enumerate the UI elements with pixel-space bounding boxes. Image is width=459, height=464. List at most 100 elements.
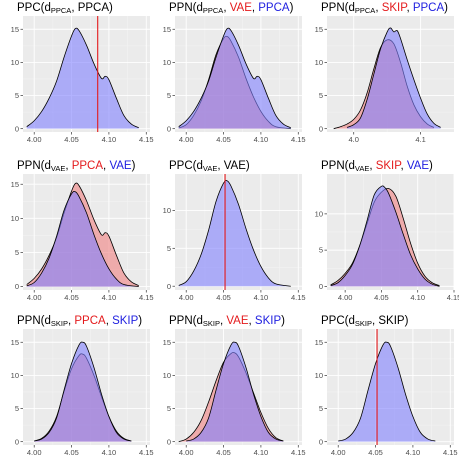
title-part: ,	[67, 315, 75, 327]
y-tick-label: 10	[11, 214, 19, 223]
density-plot: 4.00 4.05 4.10 4.15 0 5 10 15	[315, 329, 458, 457]
title-part: VAE	[226, 315, 249, 327]
x-tick-label: 4.15	[291, 293, 306, 302]
blue-density-outline	[186, 341, 284, 442]
blue-density-outline	[178, 27, 291, 129]
title-subscript: VAE	[50, 164, 66, 173]
title-part: , SKIP)	[371, 315, 409, 327]
title-part: PPCA	[71, 160, 104, 172]
y-tick-label: 5	[167, 91, 171, 100]
density-plot: 4.00 4.05 4.10 4.15 0 5 10	[315, 174, 459, 302]
red-density-outline	[26, 182, 139, 286]
blue-density-area	[330, 185, 440, 287]
y-tick-label: 5	[15, 248, 19, 257]
x-tick-label: 4.00	[179, 135, 194, 144]
title-part: SKIP	[254, 315, 282, 327]
y-tick-label: 0	[319, 124, 323, 133]
title-part: ,	[105, 315, 113, 327]
title-part: PPN(d	[17, 315, 51, 327]
blue-density-area	[178, 180, 291, 287]
blue-density-area	[338, 342, 436, 442]
density-plot: 4.00 4.05 4.10 4.15 0 5 10 15	[11, 16, 154, 144]
y-tick-label: 0	[167, 437, 171, 446]
title-part: PPCA	[258, 2, 290, 14]
title-part: PPN(d	[321, 160, 355, 172]
x-tick-label: 4.05	[64, 293, 79, 302]
title-subscript: VAE	[202, 164, 218, 173]
density-panel: PPC(dVAE, VAE) 4.00 4.05 4.10 4.15 0 5 10	[156, 158, 306, 308]
x-tick-label: 4.1	[415, 135, 425, 144]
x-tick-label: 4.15	[139, 135, 154, 144]
title-part: SKIP	[381, 2, 407, 14]
panel-title: PPN(dVAE, SKIP, VAE)	[321, 160, 433, 173]
y-tick-label: 5	[319, 246, 323, 255]
title-subscript: SKIP	[354, 319, 372, 328]
panel-title: PPN(dSKIP, VAE, SKIP)	[169, 315, 285, 328]
blue-density-outline	[338, 341, 436, 442]
density-plot: 4.00 4.05 4.10 4.15 0 5 10	[163, 174, 306, 302]
y-tick-label: 15	[163, 338, 171, 347]
panel-title: PPN(dVAE, PPCA, VAE)	[17, 160, 135, 173]
title-part: )	[138, 315, 143, 327]
y-tick-label: 5	[15, 91, 19, 100]
blue-density-outline	[346, 27, 441, 128]
x-tick-label: 4.00	[179, 448, 194, 457]
title-part: PPN(d	[169, 315, 203, 327]
title-part: ,	[406, 2, 413, 14]
x-tick-label: 4.05	[374, 293, 389, 302]
title-part: VAE	[406, 160, 430, 172]
title-part: VAE	[229, 2, 252, 14]
y-tick-label: 15	[315, 338, 323, 347]
title-part: )	[289, 2, 294, 14]
x-tick-label: 4.00	[27, 448, 42, 457]
y-tick-label: 0	[15, 282, 19, 291]
x-tick-label: 4.0	[349, 135, 359, 144]
x-tick-label: 4.05	[64, 448, 79, 457]
panel-title: PPN(dPPCA, SKIP, PPCA)	[321, 2, 448, 15]
density-plot: 4.00 4.05 4.10 4.15 0 5 10 15	[163, 16, 306, 144]
panel-title: PPN(dSKIP, PPCA, SKIP)	[17, 315, 143, 328]
density-panel: PPC(dPPCA, PPCA) 4.00 4.05 4.10 4.15 0 5 10 15	[4, 0, 154, 150]
blue-density-area	[34, 342, 132, 442]
y-tick-label: 5	[319, 404, 323, 413]
y-tick-label: 10	[315, 209, 323, 218]
title-part: )	[444, 2, 448, 14]
y-tick-label: 15	[163, 25, 171, 34]
blue-density-outline	[26, 27, 139, 129]
x-tick-label: 4.00	[331, 448, 346, 457]
title-part: ,	[369, 160, 376, 172]
title-part: PPC(d	[169, 160, 203, 172]
y-tick-label: 10	[163, 371, 171, 380]
x-tick-label: 4.10	[254, 135, 269, 144]
density-panel: PPN(dSKIP, PPCA, SKIP) 4.00 4.05 4.10 4.15 0 5…	[4, 313, 154, 463]
y-tick-label: 0	[167, 282, 171, 291]
blue-density-outline	[178, 180, 291, 287]
x-tick-label: 4.05	[216, 448, 231, 457]
title-part: SKIP	[112, 315, 139, 327]
title-part: VAE	[109, 160, 132, 172]
y-tick-label: 15	[315, 25, 323, 34]
panel-title: PPN(dPPCA, VAE, PPCA)	[169, 2, 294, 15]
density-panel: PPN(dVAE, PPCA, VAE) 4.00 4.05 4.10 4.15 0 5 10…	[4, 158, 154, 308]
blue-density-outline	[26, 190, 139, 287]
y-tick-label: 15	[11, 25, 19, 34]
title-subscript: SKIP	[50, 319, 68, 328]
title-part: ,	[251, 2, 259, 14]
y-tick-label: 10	[163, 58, 171, 67]
y-tick-label: 0	[319, 282, 323, 291]
title-subscript: VAE	[354, 164, 370, 173]
y-tick-label: 5	[167, 404, 171, 413]
x-tick-label: 4.10	[102, 293, 117, 302]
y-tick-label: 5	[167, 244, 171, 253]
x-tick-label: 4.10	[254, 293, 269, 302]
x-tick-label: 4.05	[216, 135, 231, 144]
panel-title: PPC(dVAE, VAE)	[169, 160, 250, 173]
title-part: PPC(d	[17, 2, 51, 14]
blue-density-area	[347, 27, 441, 129]
title-part: PPC(d	[321, 315, 355, 327]
y-tick-label: 15	[11, 180, 19, 189]
title-subscript: PPCA	[354, 6, 376, 15]
density-panel: PPN(dPPCA, VAE, PPCA) 4.00 4.05 4.10 4.15 0 5 1…	[156, 0, 306, 150]
density-plot: 4.00 4.05 4.10 4.15 0 5 10 15	[163, 329, 306, 457]
